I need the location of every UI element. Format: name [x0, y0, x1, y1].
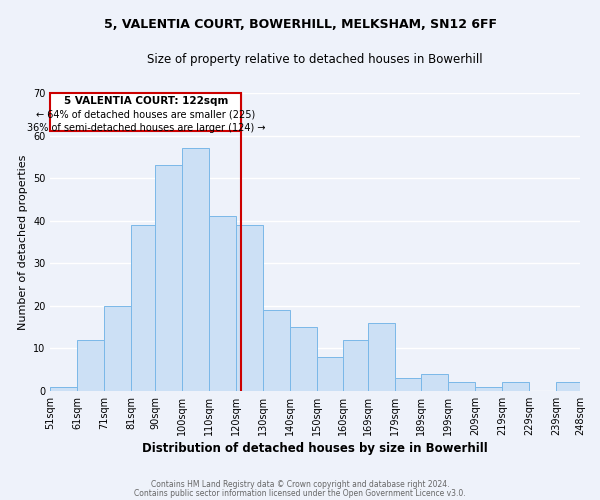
Bar [50, 386, 77, 391]
Title: Size of property relative to detached houses in Bowerhill: Size of property relative to detached ho… [148, 52, 483, 66]
Text: Contains HM Land Registry data © Crown copyright and database right 2024.: Contains HM Land Registry data © Crown c… [151, 480, 449, 489]
Bar [368, 323, 395, 391]
Bar [317, 357, 343, 391]
Text: 36% of semi-detached houses are larger (124) →: 36% of semi-detached houses are larger (… [26, 123, 265, 133]
X-axis label: Distribution of detached houses by size in Bowerhill: Distribution of detached houses by size … [142, 442, 488, 455]
Y-axis label: Number of detached properties: Number of detached properties [17, 154, 28, 330]
Bar [155, 166, 182, 391]
Bar [395, 378, 421, 391]
FancyBboxPatch shape [50, 93, 241, 132]
Bar [556, 382, 580, 391]
Bar [209, 216, 236, 391]
Bar [343, 340, 368, 391]
Text: Contains public sector information licensed under the Open Government Licence v3: Contains public sector information licen… [134, 488, 466, 498]
Text: 5, VALENTIA COURT, BOWERHILL, MELKSHAM, SN12 6FF: 5, VALENTIA COURT, BOWERHILL, MELKSHAM, … [104, 18, 497, 30]
Bar [182, 148, 209, 391]
Bar [77, 340, 104, 391]
Bar [236, 225, 263, 391]
Bar [104, 306, 131, 391]
Text: ← 64% of detached houses are smaller (225): ← 64% of detached houses are smaller (22… [36, 110, 256, 120]
Bar [290, 327, 317, 391]
Bar [502, 382, 529, 391]
Bar [448, 382, 475, 391]
Text: 5 VALENTIA COURT: 122sqm: 5 VALENTIA COURT: 122sqm [64, 96, 228, 106]
Bar [421, 374, 448, 391]
Bar [131, 225, 155, 391]
Bar [475, 386, 502, 391]
Bar [263, 310, 290, 391]
